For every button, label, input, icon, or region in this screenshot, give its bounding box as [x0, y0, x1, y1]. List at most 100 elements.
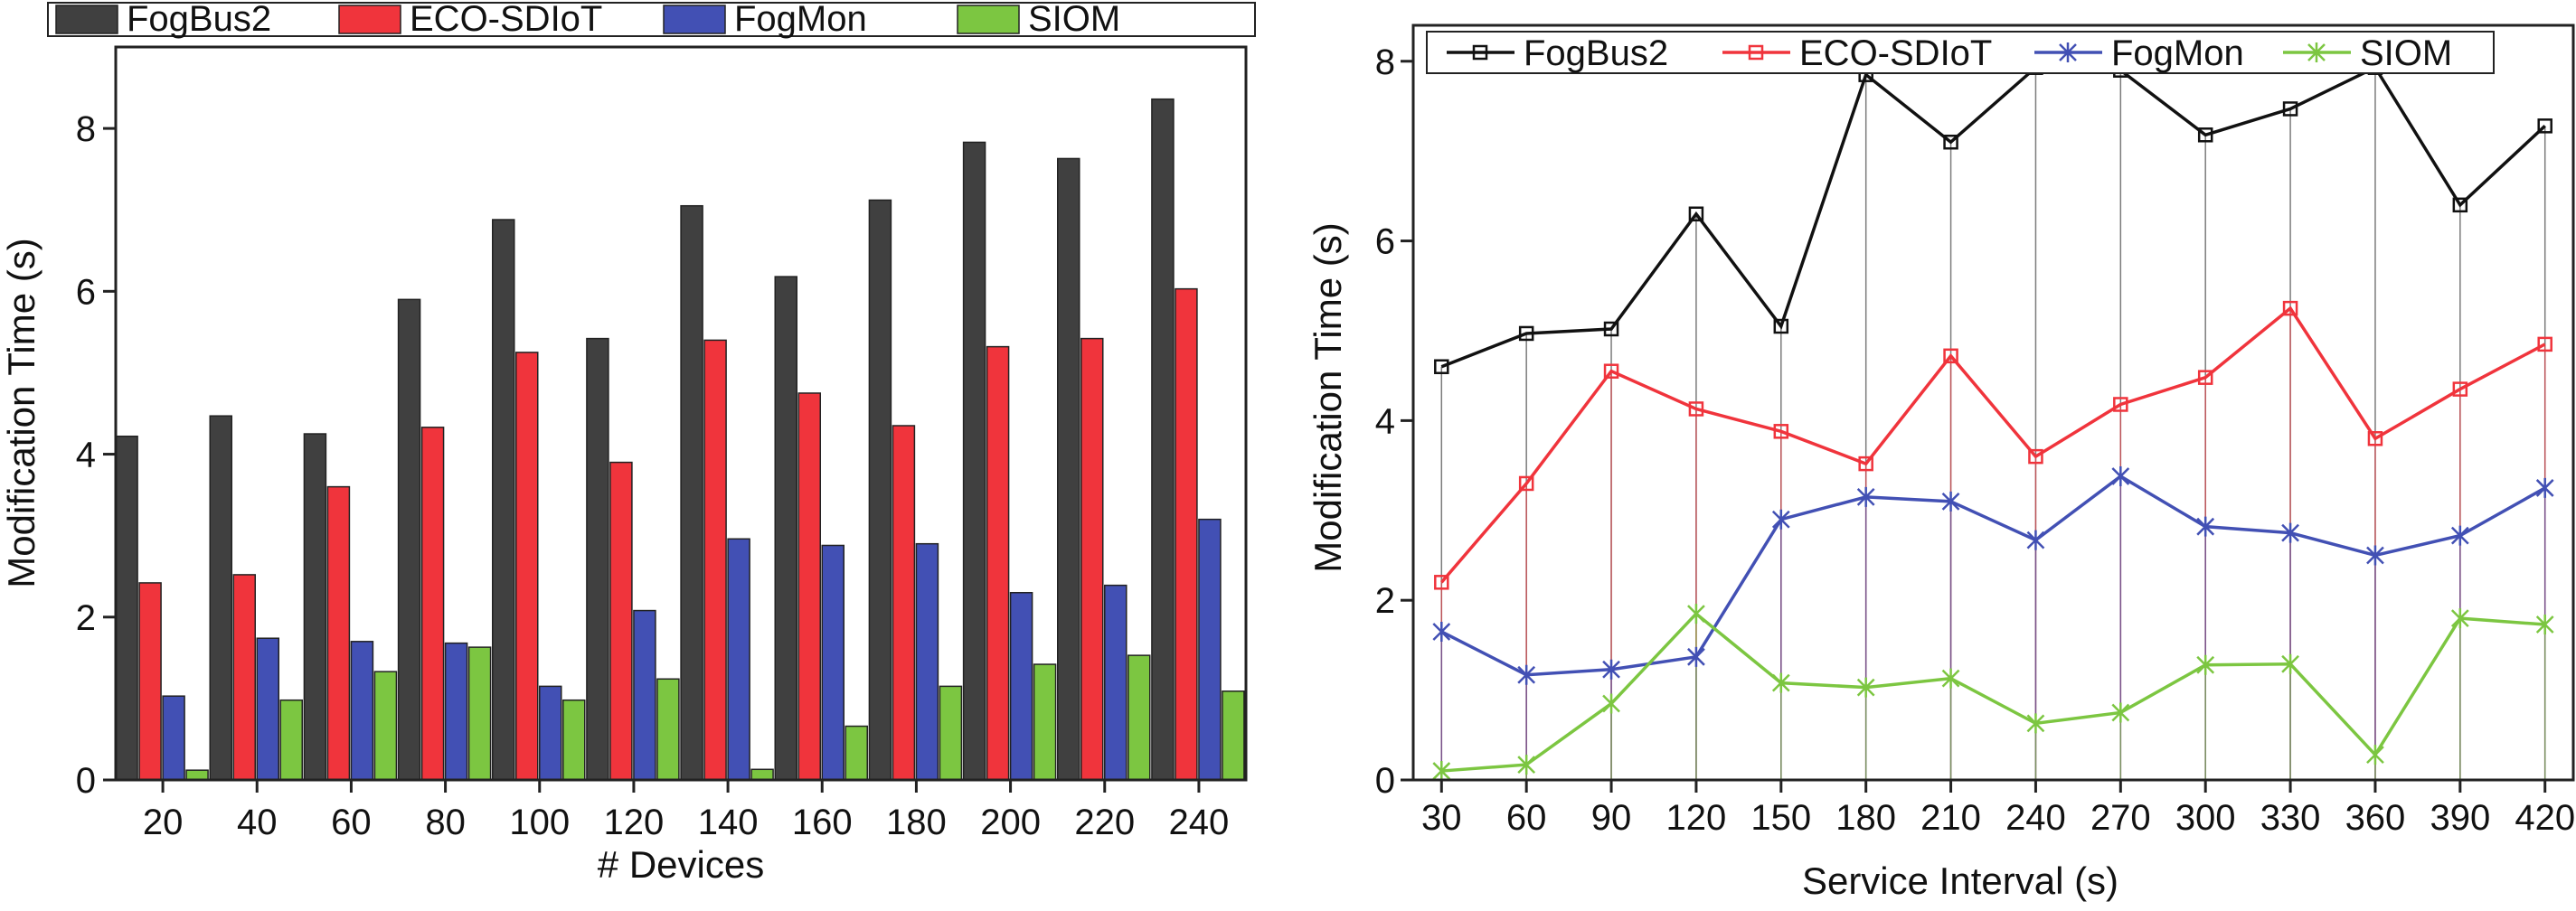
- line-x-tick-label: 390: [2430, 798, 2490, 838]
- bar-eco-sdiot-20: [138, 582, 162, 781]
- bar-legend-label-eco-sdiot: ECO-SDIoT: [410, 0, 602, 39]
- bar-chart-bars: [115, 98, 1245, 781]
- bar-chart-legend: FogBus2 ECO-SDIoT FogMon SIOM: [47, 0, 1256, 39]
- bar-chart-y-axis-title: Modification Time (s): [0, 238, 42, 587]
- point-fogmon-90: [1602, 659, 1620, 680]
- bar-eco-sdiot-80: [420, 427, 445, 781]
- bar-fogmon-60: [350, 641, 374, 781]
- point-eco-sdiot-30: [1434, 575, 1449, 590]
- bar-siom-80: [467, 646, 492, 781]
- line-y-tick-label: 8: [1375, 42, 1395, 82]
- line-legend-label-eco-sdiot: ECO-SDIoT: [1799, 33, 1992, 73]
- line-x-tick-label: 330: [2260, 798, 2321, 838]
- point-siom-420: [2535, 615, 2554, 635]
- line-legend-marker-fogbus2: [1472, 44, 1488, 61]
- point-eco-sdiot-210: [1943, 348, 1958, 364]
- point-siom-360: [2366, 745, 2384, 765]
- bar-x-tick-label: 140: [698, 803, 759, 842]
- point-siom-120: [1687, 604, 1705, 625]
- bar-legend-label-fogbus2: FogBus2: [127, 0, 271, 39]
- point-eco-sdiot-300: [2197, 370, 2213, 385]
- point-eco-sdiot-360: [2367, 431, 2383, 446]
- line-y-tick-label: 6: [1375, 222, 1395, 262]
- bar-y-tick-label: 0: [76, 761, 96, 801]
- point-eco-sdiot-90: [1603, 363, 1619, 379]
- point-eco-sdiot-120: [1688, 401, 1704, 417]
- bar-chart: FogBus2 ECO-SDIoT FogMon SIOM 0 2 4 6 8 20 40 60 8…: [0, 0, 1256, 886]
- point-eco-sdiot-60: [1518, 475, 1534, 492]
- point-eco-sdiot-330: [2282, 300, 2298, 316]
- bar-legend-label-siom: SIOM: [1028, 0, 1120, 39]
- bar-x-tick-label: 200: [980, 803, 1041, 842]
- bar-eco-sdiot-120: [609, 461, 633, 781]
- point-eco-sdiot-150: [1773, 424, 1789, 439]
- bar-eco-sdiot-140: [703, 339, 727, 781]
- bar-fogmon-140: [727, 538, 750, 781]
- bar-chart-y-ticks: 0 2 4 6 8: [76, 109, 116, 801]
- point-fogbus2-390: [2452, 197, 2468, 213]
- point-eco-sdiot-390: [2452, 381, 2468, 397]
- point-siom-30: [1432, 761, 1451, 782]
- bar-fogmon-100: [539, 685, 562, 781]
- line-chart-x-ticks: 30 60 90 120 150 180 210 240 270 300 330 360 390 420: [1421, 780, 2575, 838]
- bar-fogmon-160: [821, 544, 845, 781]
- bar-siom-120: [656, 678, 680, 781]
- line-chart-y-axis-title: Modification Time (s): [1307, 222, 1349, 572]
- bar-x-tick-label: 100: [509, 803, 570, 842]
- line-y-tick-label: 2: [1375, 581, 1395, 621]
- point-fogmon-240: [2026, 530, 2045, 550]
- line-legend-label-fogmon: FogMon: [2111, 33, 2244, 73]
- series-line-fogmon: [1440, 474, 2546, 677]
- point-fogmon-210: [1941, 491, 1960, 512]
- point-siom-240: [2026, 713, 2045, 734]
- bar-legend-swatch-fogbus2: [55, 5, 118, 34]
- bar-legend-swatch-fogmon: [663, 5, 726, 34]
- point-siom-60: [1517, 755, 1536, 775]
- bar-legend-box: [47, 2, 1256, 37]
- point-fogmon-180: [1856, 486, 1875, 507]
- point-siom-300: [2196, 654, 2215, 675]
- bar-eco-sdiot-240: [1175, 287, 1198, 781]
- point-fogmon-150: [1771, 509, 1790, 530]
- bar-x-tick-label: 160: [792, 803, 853, 842]
- bar-fogbus2-180: [868, 199, 892, 781]
- bar-chart-x-ticks: 20 40 60 80 100 120 140 160 180 200 220 240: [143, 780, 1229, 842]
- bar-fogmon-120: [633, 609, 656, 781]
- bar-fogmon-20: [162, 695, 185, 781]
- bar-fogbus2-40: [209, 415, 232, 781]
- bar-siom-160: [845, 725, 868, 781]
- point-fogbus2-120: [1688, 206, 1704, 221]
- bar-siom-60: [373, 671, 398, 781]
- line-x-tick-label: 420: [2515, 798, 2575, 838]
- line-x-tick-label: 270: [2090, 798, 2151, 838]
- bar-eco-sdiot-160: [797, 392, 821, 781]
- bar-fogmon-180: [915, 542, 939, 781]
- line-chart-x-axis-title: Service Interval (s): [1802, 859, 2118, 902]
- bar-x-tick-label: 40: [237, 803, 278, 842]
- bar-fogmon-80: [444, 642, 468, 781]
- point-siom-150: [1771, 672, 1790, 693]
- bar-x-tick-label: 220: [1074, 803, 1135, 842]
- series-line-eco-sdiot: [1439, 305, 2546, 584]
- bar-chart-x-axis-title: # Devices: [598, 843, 764, 886]
- bar-plot-frame: [114, 45, 1248, 782]
- bar-eco-sdiot-180: [892, 425, 916, 781]
- series-line-siom: [1441, 611, 2545, 773]
- point-siom-180: [1856, 677, 1875, 698]
- point-fogbus2-300: [2197, 127, 2213, 143]
- bar-x-tick-label: 120: [604, 803, 665, 842]
- bar-y-tick-label: 4: [76, 436, 96, 475]
- point-fogbus2-90: [1603, 321, 1619, 337]
- line-legend-marker-eco-sdiot: [1748, 44, 1764, 61]
- bar-eco-sdiot-200: [986, 345, 1010, 781]
- bar-fogmon-200: [1009, 591, 1033, 781]
- line-legend-label-fogbus2: FogBus2: [1524, 33, 1668, 73]
- point-siom-90: [1602, 693, 1620, 714]
- bar-eco-sdiot-220: [1080, 337, 1104, 781]
- bar-x-tick-label: 60: [331, 803, 372, 842]
- bar-fogbus2-160: [774, 276, 797, 781]
- line-x-tick-label: 210: [1920, 798, 1981, 838]
- point-eco-sdiot-180: [1858, 456, 1873, 472]
- point-fogbus2-330: [2282, 101, 2298, 117]
